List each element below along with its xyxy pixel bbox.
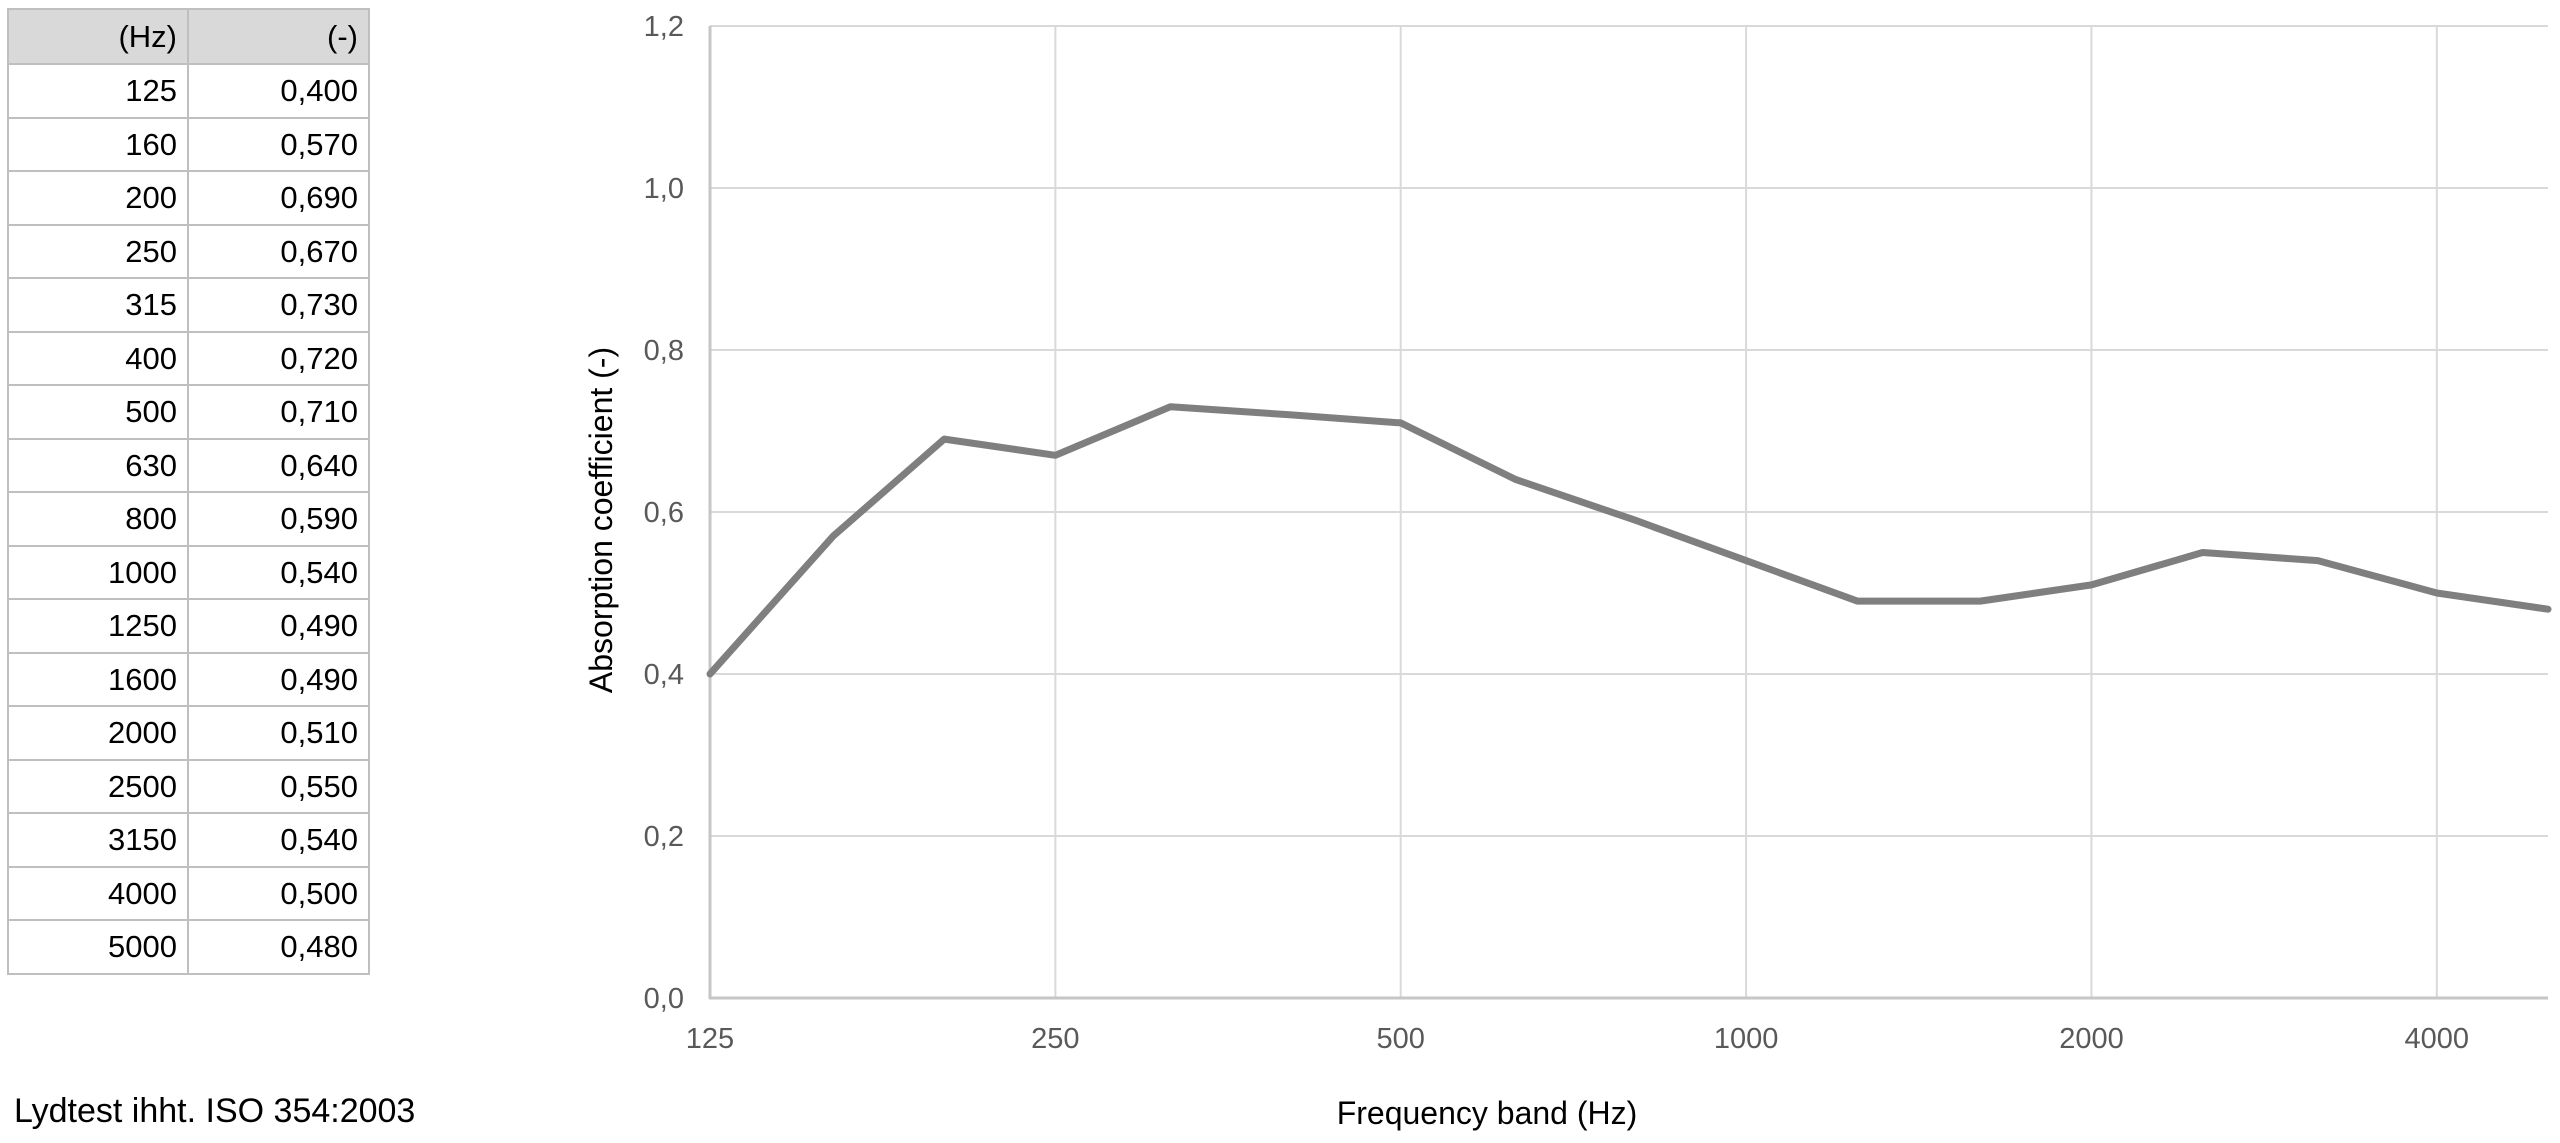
axes bbox=[708, 26, 2548, 1000]
cell-frequency: 800 bbox=[7, 491, 189, 547]
cell-coefficient: 0,720 bbox=[187, 330, 370, 386]
x-tick-label: 4000 bbox=[2405, 1023, 2470, 1055]
axis-titles: Frequency band (Hz) Absorption coefficien… bbox=[583, 347, 1637, 1131]
table-row: 3150 0,540 bbox=[7, 812, 370, 868]
table-row: 1600 0,490 bbox=[7, 651, 370, 707]
gridlines bbox=[710, 25, 2548, 998]
table-row: 125 0,400 bbox=[7, 63, 370, 119]
y-tick-label: 0,4 bbox=[644, 659, 684, 691]
tick-labels: 0,0 0,2 0,4 0,6 0,8 1,0 1,2 125 250 500 1000 2000 40… bbox=[644, 11, 2469, 1055]
x-tick-label: 125 bbox=[686, 1023, 734, 1055]
table-row: 5000 0,480 bbox=[7, 919, 370, 975]
y-tick-label: 0,2 bbox=[644, 821, 684, 853]
cell-frequency: 200 bbox=[7, 170, 189, 226]
cell-frequency: 2000 bbox=[7, 705, 189, 761]
table-row: 2500 0,550 bbox=[7, 758, 370, 814]
cell-frequency: 2500 bbox=[7, 758, 189, 814]
cell-frequency: 5000 bbox=[7, 919, 189, 975]
cell-coefficient: 0,480 bbox=[187, 919, 370, 975]
cell-coefficient: 0,730 bbox=[187, 277, 370, 333]
cell-frequency: 1600 bbox=[7, 651, 189, 707]
table-row: 1250 0,490 bbox=[7, 598, 370, 654]
cell-coefficient: 0,640 bbox=[187, 437, 370, 493]
cell-coefficient: 0,500 bbox=[187, 865, 370, 921]
table-row: 250 0,670 bbox=[7, 223, 370, 279]
x-axis-title: Frequency band (Hz) bbox=[1337, 1095, 1638, 1131]
table-row: 500 0,710 bbox=[7, 384, 370, 440]
table-row: 200 0,690 bbox=[7, 170, 370, 226]
cell-frequency: 400 bbox=[7, 330, 189, 386]
table-row: 4000 0,500 bbox=[7, 865, 370, 921]
cell-frequency: 125 bbox=[7, 63, 189, 119]
cell-coefficient: 0,690 bbox=[187, 170, 370, 226]
cell-frequency: 315 bbox=[7, 277, 189, 333]
cell-coefficient: 0,710 bbox=[187, 384, 370, 440]
cell-coefficient: 0,570 bbox=[187, 116, 370, 172]
absorption-table: (Hz) (-) 125 0,400 160 0,570 200 0,690 250 0,67… bbox=[7, 8, 370, 975]
data-line bbox=[706, 403, 2552, 678]
table-row: 2000 0,510 bbox=[7, 705, 370, 761]
y-tick-label: 1,2 bbox=[644, 11, 684, 43]
x-tick-label: 500 bbox=[1377, 1023, 1425, 1055]
cell-frequency: 3150 bbox=[7, 812, 189, 868]
cell-coefficient: 0,510 bbox=[187, 705, 370, 761]
table-row: 630 0,640 bbox=[7, 437, 370, 493]
y-tick-label: 0,0 bbox=[644, 983, 684, 1015]
cell-frequency: 630 bbox=[7, 437, 189, 493]
cell-coefficient: 0,490 bbox=[187, 651, 370, 707]
col-header-coefficient: (-) bbox=[187, 8, 370, 65]
cell-frequency: 1250 bbox=[7, 598, 189, 654]
cell-coefficient: 0,590 bbox=[187, 491, 370, 547]
x-tick-label: 2000 bbox=[2059, 1023, 2124, 1055]
y-tick-label: 0,8 bbox=[644, 335, 684, 367]
cell-coefficient: 0,670 bbox=[187, 223, 370, 279]
y-axis-title: Absorption coefficient (-) bbox=[583, 347, 619, 693]
cell-frequency: 500 bbox=[7, 384, 189, 440]
table-row: 400 0,720 bbox=[7, 330, 370, 386]
cell-frequency: 1000 bbox=[7, 544, 189, 600]
table-row: 315 0,730 bbox=[7, 277, 370, 333]
data-series bbox=[706, 403, 2552, 678]
y-tick-label: 1,0 bbox=[644, 173, 684, 205]
y-tick-label: 0,6 bbox=[644, 497, 684, 529]
table-row: 800 0,590 bbox=[7, 491, 370, 547]
cell-frequency: 4000 bbox=[7, 865, 189, 921]
cell-coefficient: 0,540 bbox=[187, 544, 370, 600]
table-row: 160 0,570 bbox=[7, 116, 370, 172]
cell-coefficient: 0,550 bbox=[187, 758, 370, 814]
table-row: 1000 0,540 bbox=[7, 544, 370, 600]
x-tick-label: 250 bbox=[1031, 1023, 1079, 1055]
table-header-row: (Hz) (-) bbox=[7, 8, 370, 65]
cell-frequency: 160 bbox=[7, 116, 189, 172]
x-tick-label: 1000 bbox=[1714, 1023, 1779, 1055]
cell-coefficient: 0,490 bbox=[187, 598, 370, 654]
cell-frequency: 250 bbox=[7, 223, 189, 279]
cell-coefficient: 0,540 bbox=[187, 812, 370, 868]
footnote-text: Lydtest ihht. ISO 354:2003 bbox=[14, 1092, 416, 1130]
cell-coefficient: 0,400 bbox=[187, 63, 370, 119]
col-header-frequency: (Hz) bbox=[7, 8, 189, 65]
